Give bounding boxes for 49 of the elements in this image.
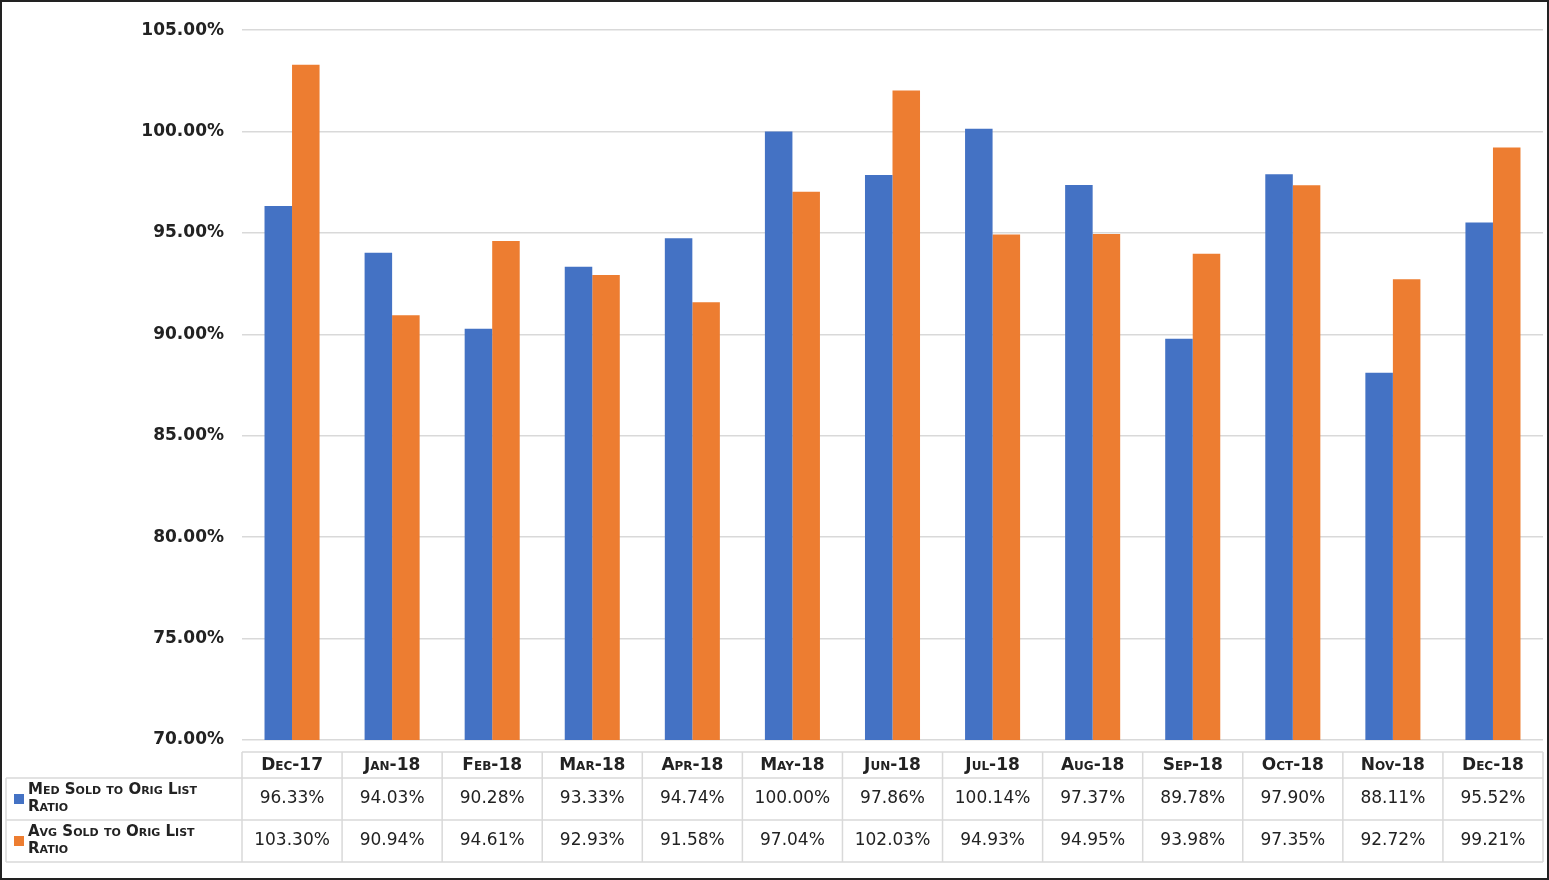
legend-label: Med Sold to Orig List Ratio <box>28 780 198 816</box>
data-label: 95.52% <box>1460 787 1526 808</box>
data-label: 97.37% <box>1060 787 1126 808</box>
data-label: 96.33% <box>259 787 325 808</box>
data-label: 94.93% <box>960 829 1025 850</box>
data-label: 90.28% <box>459 787 525 808</box>
data-label: 94.03% <box>359 787 425 808</box>
y-tick-label: 100.00% <box>141 120 224 141</box>
y-tick-label: 70.00% <box>153 728 224 749</box>
data-label: 94.74% <box>659 787 725 808</box>
data-label: 97.90% <box>1260 787 1326 808</box>
data-label: 91.58% <box>659 829 725 850</box>
x-tick-label: Mar-18 <box>559 754 626 775</box>
x-tick-label: Aug-18 <box>1060 754 1125 775</box>
data-label: 92.93% <box>559 829 625 850</box>
x-tick-label: Dec-18 <box>1462 754 1524 775</box>
x-tick-label: Apr-18 <box>661 754 724 775</box>
data-label: 100.14% <box>954 787 1031 808</box>
data-label: 94.61% <box>459 829 525 850</box>
x-tick-label: Jul-18 <box>964 754 1020 775</box>
x-tick-label: Nov-18 <box>1360 754 1425 775</box>
y-tick-label: 95.00% <box>153 221 224 242</box>
data-label: 99.21% <box>1460 829 1526 850</box>
y-tick-label: 75.00% <box>153 627 224 648</box>
data-label: 90.94% <box>359 829 425 850</box>
y-tick-label: 105.00% <box>141 18 224 39</box>
y-tick-label: 80.00% <box>153 525 224 546</box>
x-tick-label: Oct-18 <box>1261 754 1324 775</box>
data-label: 92.72% <box>1360 829 1426 850</box>
data-label: 89.78% <box>1160 787 1226 808</box>
data-label: 102.03% <box>854 829 931 850</box>
data-label: 88.11% <box>1360 787 1426 808</box>
data-label: 97.35% <box>1260 829 1326 850</box>
x-tick-label: Feb-18 <box>462 754 523 775</box>
data-label: 93.33% <box>559 787 625 808</box>
x-tick-label: Jan-18 <box>362 754 421 775</box>
data-label: 103.30% <box>254 829 330 850</box>
data-label: 94.95% <box>1060 829 1126 850</box>
data-label: 93.98% <box>1160 829 1226 850</box>
x-tick-label: Dec-17 <box>261 754 323 775</box>
y-tick-label: 90.00% <box>153 322 224 343</box>
x-tick-label: Jun-18 <box>863 754 921 775</box>
y-tick-label: 85.00% <box>153 424 224 445</box>
x-tick-label: Sep-18 <box>1162 754 1223 775</box>
data-label: 97.04% <box>760 829 825 850</box>
data-label: 100.00% <box>754 787 831 808</box>
data-label: 97.86% <box>860 787 925 808</box>
legend-label: Avg Sold to Orig List Ratio <box>28 822 196 858</box>
x-tick-label: May-18 <box>760 754 825 775</box>
